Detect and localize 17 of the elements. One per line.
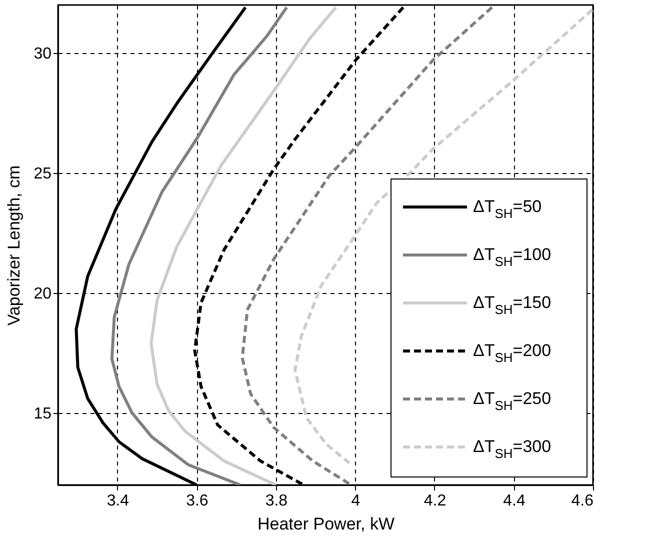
x-tick-label: 4.4 — [503, 492, 526, 510]
line-series — [110, 6, 288, 485]
x-tick-label: 4 — [351, 492, 360, 510]
y-tick-label: 30 — [34, 46, 52, 62]
line-series — [240, 6, 494, 485]
x-axis-title: Heater Power, kW — [258, 514, 394, 534]
y-tick-label: 25 — [34, 166, 52, 182]
x-tick-label: 4.2 — [424, 492, 446, 510]
y-axis-title: Vaporizer Length, cm — [4, 165, 24, 326]
line-series — [293, 8, 593, 466]
x-tick-label: 4.6 — [571, 492, 594, 510]
x-tick-label: 3.4 — [106, 492, 130, 510]
y-tick-label: 15 — [34, 406, 52, 422]
x-tick-label: 3.6 — [186, 492, 208, 510]
x-tick-label: 3.8 — [265, 492, 288, 510]
y-tick-label: 20 — [34, 286, 52, 302]
line-series — [150, 6, 338, 485]
